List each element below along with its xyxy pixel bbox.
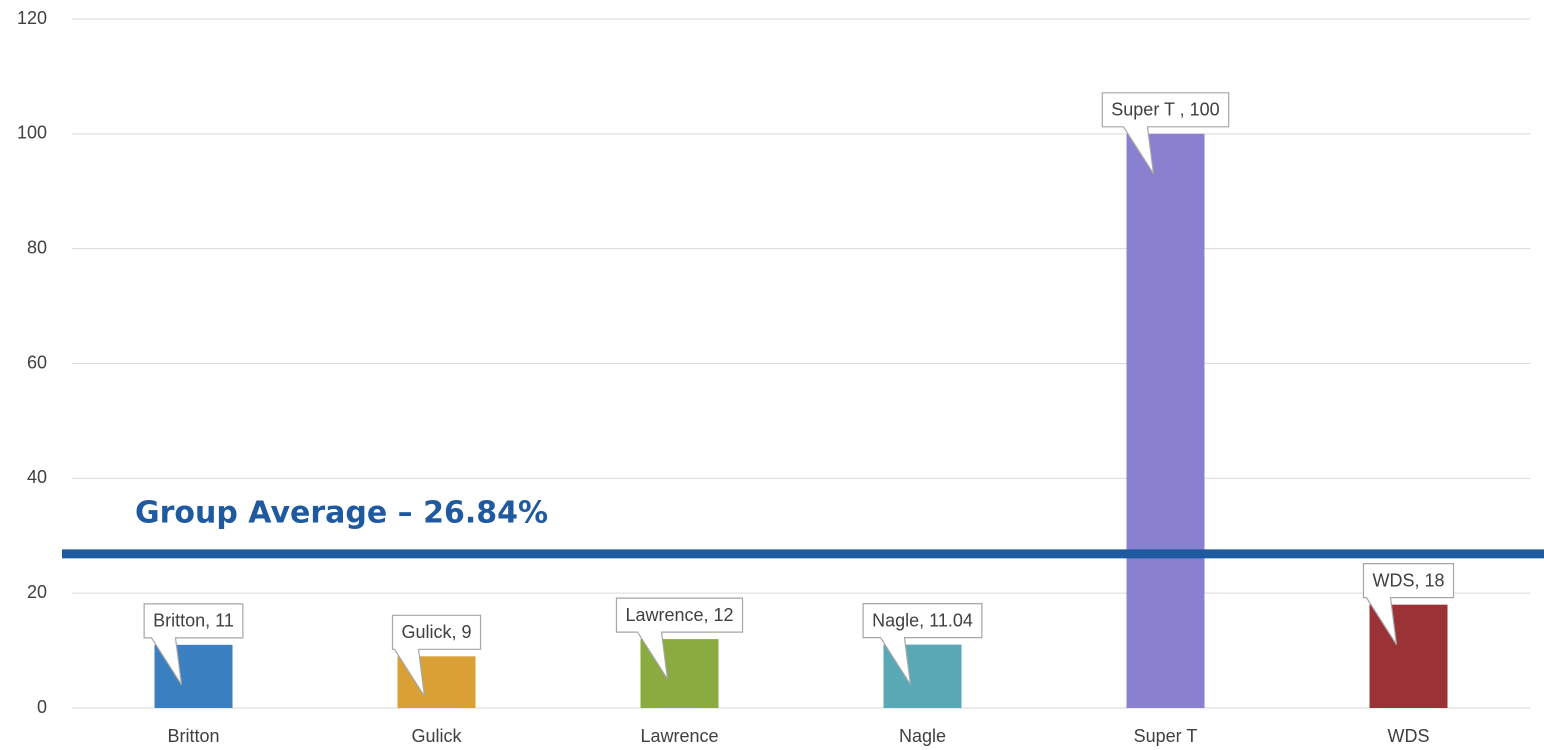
data-label-text: Britton, 11: [153, 611, 234, 631]
x-tick-label: Lawrence: [640, 726, 718, 746]
y-tick-label: 0: [37, 697, 47, 717]
callout-box: [1362, 563, 1455, 645]
data-label: Super T , 100: [1101, 92, 1230, 175]
data-label-text: WDS, 18: [1372, 570, 1444, 590]
y-tick-label: 120: [17, 8, 47, 28]
x-tick-label: WDS: [1388, 726, 1430, 746]
x-tick-label: Nagle: [899, 726, 946, 746]
x-tick-label: Super T: [1134, 726, 1198, 746]
data-label: Nagle, 11.04: [862, 603, 983, 685]
data-label-text: Gulick, 9: [401, 622, 471, 642]
data-label-text: Super T , 100: [1111, 100, 1219, 120]
data-label: Lawrence, 12: [615, 597, 744, 680]
y-tick-label: 100: [17, 123, 47, 143]
callout-box: [1101, 92, 1230, 175]
y-tick-label: 20: [27, 582, 47, 602]
y-tick-label: 40: [27, 467, 47, 487]
data-label: Britton, 11: [143, 603, 244, 686]
callout-box: [862, 603, 983, 685]
data-label-text: Lawrence, 12: [625, 605, 733, 625]
data-label: WDS, 18: [1362, 563, 1455, 645]
bar: [1126, 133, 1205, 709]
x-tick-label: Gulick: [411, 726, 462, 746]
data-label-text: Nagle, 11.04: [872, 610, 973, 630]
average-label: Group Average – 26.84%: [135, 495, 548, 530]
callout-box: [143, 603, 244, 686]
x-tick-label: Britton: [167, 726, 219, 746]
callout-box: [391, 614, 482, 697]
y-tick-label: 60: [27, 352, 47, 372]
data-label: Gulick, 9: [391, 614, 482, 697]
y-tick-label: 80: [27, 237, 47, 257]
callout-box: [615, 597, 744, 680]
